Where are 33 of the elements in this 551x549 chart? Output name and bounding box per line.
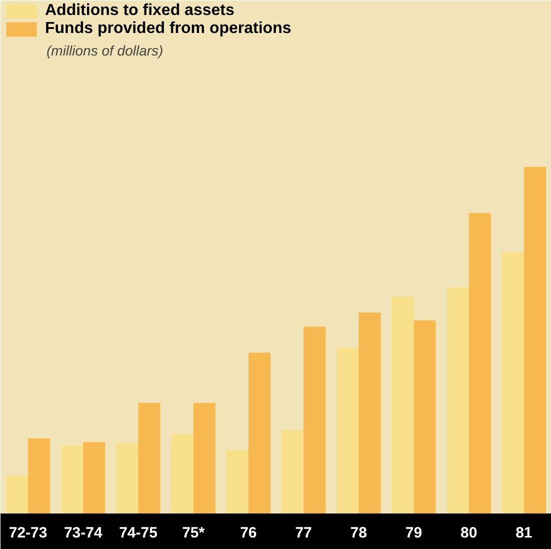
bar: [282, 430, 304, 514]
bar: [392, 296, 414, 514]
bar: [138, 402, 160, 514]
bar: [358, 312, 381, 514]
x-tick-label: 75*: [182, 524, 205, 542]
text: (millions of dollars): [46, 42, 164, 58]
bar: [524, 166, 546, 514]
x-tick-label: 79: [405, 524, 422, 542]
bar: [414, 320, 436, 514]
x-tick-label: 73-74: [64, 524, 103, 542]
x-tick-label: 74-75: [119, 524, 158, 542]
bar: [502, 252, 524, 514]
bar: [6, 475, 28, 514]
bar: [28, 438, 50, 514]
bar: [171, 434, 194, 514]
legend-label: Funds provided from operations: [45, 20, 292, 38]
legend-label: Additions to fixed assets: [45, 2, 234, 20]
bar: [193, 402, 216, 514]
bar: [336, 348, 359, 514]
bar: [248, 352, 270, 514]
bar: [83, 442, 106, 514]
x-tick-label: 78: [350, 524, 367, 542]
x-tick-label: 81: [516, 524, 532, 542]
bar: [226, 450, 248, 514]
bar: [446, 288, 469, 514]
bar: [468, 212, 491, 514]
x-tick-label: 77: [295, 524, 312, 542]
bar: [61, 445, 84, 514]
bar: [304, 326, 326, 514]
bar: [116, 443, 138, 514]
x-tick-label: 76: [240, 524, 257, 542]
x-tick-label: 80: [460, 524, 478, 542]
x-tick-label: 72-73: [8, 524, 48, 542]
